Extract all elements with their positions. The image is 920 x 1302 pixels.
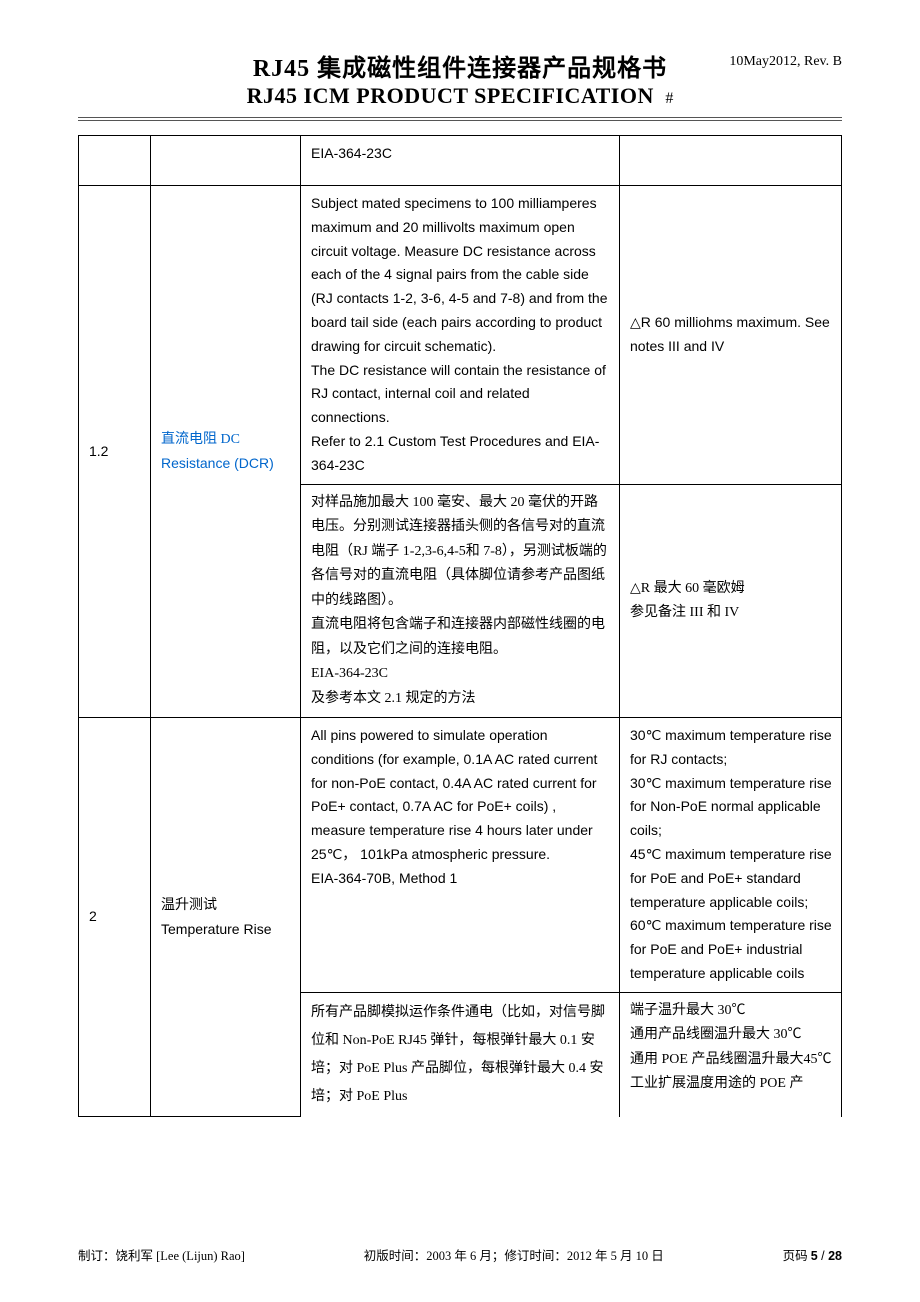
cell-number: 2 <box>79 718 151 1117</box>
cell-requirement <box>620 136 842 186</box>
cell-requirement-cn: 端子温升最大 30℃ 通用产品线圈温升最大 30℃ 通用 POE 产品线圈温升最… <box>620 992 842 1117</box>
document-header: RJ45 集成磁性组件连接器产品规格书 10May2012, Rev. B RJ… <box>78 48 842 121</box>
table-row: 1.2 直流电阻 DC Resistance (DCR) Subject mat… <box>79 186 842 485</box>
table-row: 2 温升测试 Temperature Rise All pins powered… <box>79 718 842 993</box>
page-footer: 制订：饶利军 [Lee (Lijun) Rao] 初版时间：2003 年 6 月… <box>78 1245 842 1264</box>
cell-name: 直流电阻 DC Resistance (DCR) <box>151 186 301 718</box>
test-name-en: Temperature Rise <box>161 921 272 937</box>
test-name-en: Resistance (DCR) <box>161 455 274 471</box>
footer-page: 页码 5 / 28 <box>783 1245 842 1264</box>
cell-number <box>79 136 151 186</box>
cell-name: 温升测试 Temperature Rise <box>151 718 301 1117</box>
test-name-cn: 温升测试 <box>161 898 217 913</box>
header-divider <box>78 117 842 121</box>
title-chinese: RJ45 集成磁性组件连接器产品规格书 <box>253 48 667 83</box>
cell-procedure: EIA-364-23C <box>301 136 620 186</box>
cell-procedure-en: Subject mated specimens to 100 milliampe… <box>301 186 620 485</box>
footer-author: 制订：饶利军 [Lee (Lijun) Rao] <box>78 1245 245 1264</box>
hash-mark: # <box>665 90 673 107</box>
cell-procedure-en: All pins powered to simulate operation c… <box>301 718 620 993</box>
cell-number: 1.2 <box>79 186 151 718</box>
cell-procedure-cn: 对样品施加最大 100 毫安、最大 20 毫伏的开路电压。分别测试连接器插头侧的… <box>301 484 620 718</box>
footer-dates: 初版时间：2003 年 6 月；修订时间：2012 年 5 月 10 日 <box>364 1245 664 1264</box>
cell-requirement-cn: △R 最大 60 毫欧姆 参见备注 III 和 IV <box>620 484 842 718</box>
cell-procedure-cn: 所有产品脚模拟运作条件通电（比如，对信号脚位和 Non-PoE RJ45 弹针，… <box>301 992 620 1117</box>
cell-requirement-en: △R 60 milliohms maximum. See notes III a… <box>620 186 842 485</box>
revision-date: 10May2012, Rev. B <box>729 54 842 70</box>
table-row: EIA-364-23C <box>79 136 842 186</box>
cell-name <box>151 136 301 186</box>
cell-requirement-en: 30℃ maximum temperature rise for RJ cont… <box>620 718 842 993</box>
specification-table: EIA-364-23C 1.2 直流电阻 DC Resistance (DCR)… <box>78 135 842 1117</box>
test-name-cn: 直流电阻 DC <box>161 432 240 447</box>
title-english: RJ45 ICM PRODUCT SPECIFICATION# <box>78 83 842 109</box>
